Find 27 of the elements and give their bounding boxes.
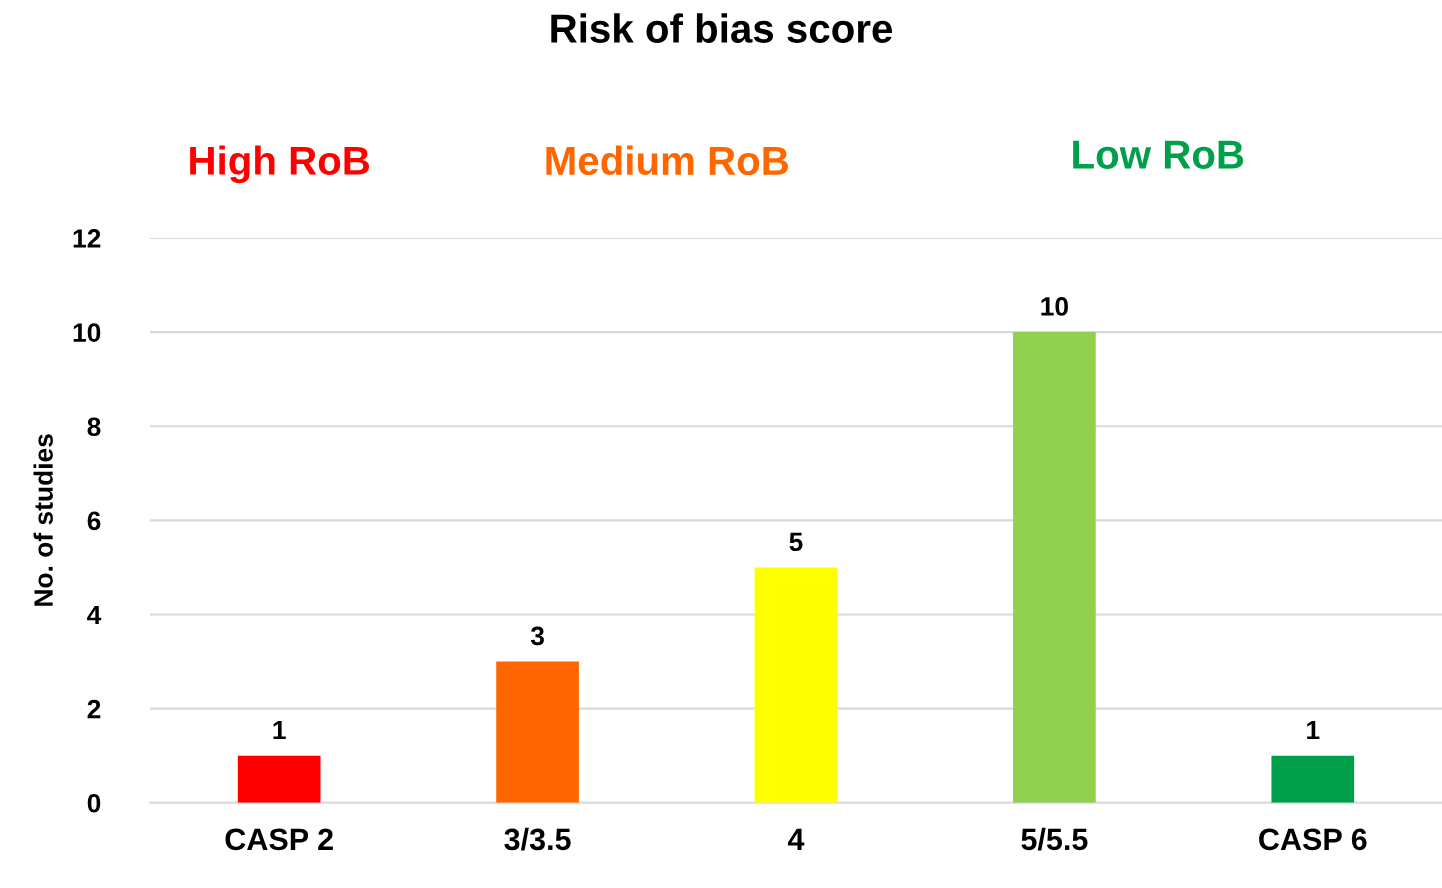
text: Low RoB	[1073, 140, 1244, 169]
bar	[496, 661, 579, 803]
y-tick-label: 4	[87, 605, 102, 625]
x-tick-label: CASP 6	[1259, 828, 1367, 851]
y-tick-label: 2	[87, 699, 101, 719]
bar	[1271, 755, 1355, 803]
y-axis-title: No. of studies	[33, 434, 53, 606]
bar	[754, 567, 838, 803]
data-label: 3	[530, 626, 544, 646]
x-tick-label: 5/5.5	[1021, 827, 1088, 851]
text: Medium RoB	[546, 145, 789, 176]
x-tick-label: 3/3.5	[504, 827, 571, 851]
x-tick-label: CASP 2	[225, 828, 333, 851]
data-label: 10	[1041, 297, 1068, 316]
data-label: 1	[273, 720, 286, 740]
y-tick-label: 12	[73, 229, 101, 248]
data-label: 5	[789, 532, 803, 552]
chart-title: Risk of bias score	[551, 13, 893, 43]
bar	[237, 755, 321, 803]
x-tick-label: 4	[787, 828, 805, 850]
y-tick-label: 6	[87, 511, 101, 531]
data-label: 1	[1307, 720, 1320, 740]
y-tick-label: 10	[73, 323, 101, 342]
y-tick-label: 8	[87, 417, 101, 437]
text: High RoB	[190, 145, 370, 184]
bar	[1013, 332, 1096, 803]
y-tick-label: 0	[87, 793, 101, 813]
